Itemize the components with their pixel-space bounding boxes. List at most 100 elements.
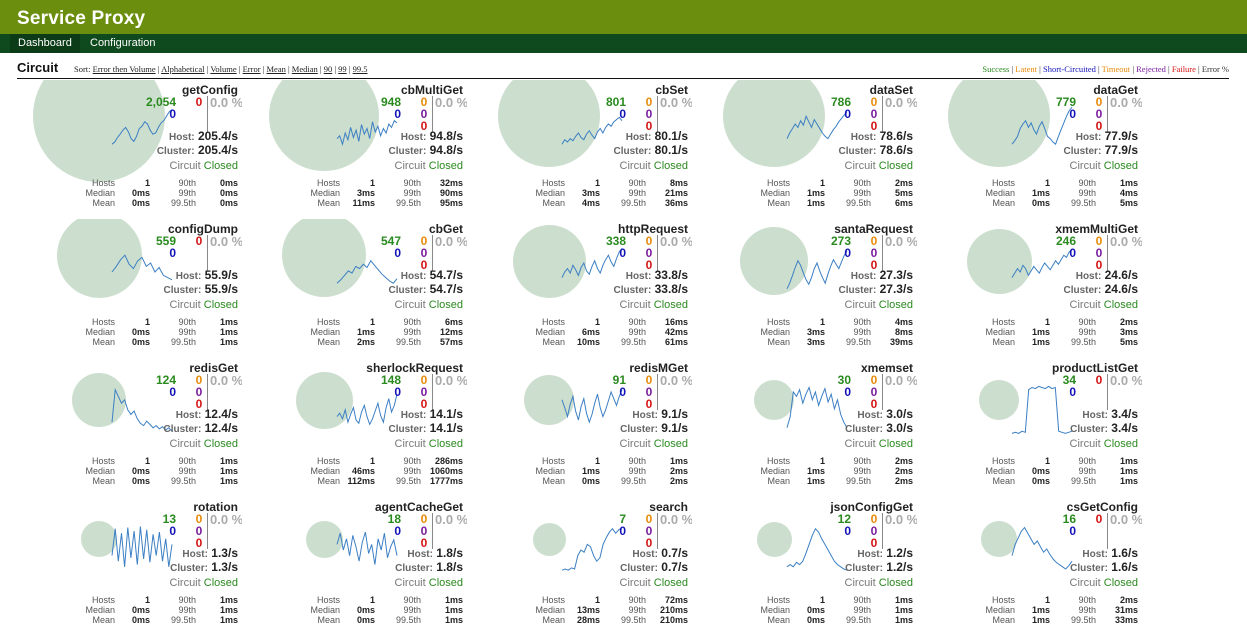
circuit-name[interactable]: configDump xyxy=(168,222,238,236)
circuit-name[interactable]: cbSet xyxy=(655,83,688,97)
sparkline xyxy=(336,259,398,284)
circuit-state: Closed xyxy=(428,299,463,311)
latency-row: Hosts 1 90th 6ms xyxy=(242,317,467,327)
stat-value: 1ms xyxy=(806,188,825,198)
circuit-name[interactable]: redisMGet xyxy=(629,361,688,375)
count-divider xyxy=(657,513,658,549)
latency-row: Mean 0ms 99.5th 5ms xyxy=(917,198,1142,208)
host-rate-label: Host: xyxy=(625,271,652,282)
host-rate-label: Host: xyxy=(169,132,195,143)
cluster-rate-label: Cluster: xyxy=(613,285,652,296)
rejected-count: 0 xyxy=(1095,107,1103,121)
percentile-label: 90th xyxy=(853,456,871,466)
sort-option[interactable]: Volume xyxy=(210,64,237,74)
host-rate: 205.4/s xyxy=(197,129,238,143)
circuit-name[interactable]: getConfig xyxy=(182,83,238,97)
cluster-rate-row: Cluster: 12.4/s xyxy=(163,421,238,435)
sort-option[interactable]: Mean xyxy=(266,64,286,74)
host-rate-row: Host: 9.1/s xyxy=(632,407,688,421)
circuit-name[interactable]: rotation xyxy=(193,500,238,514)
latency-row: Median 0ms 99th 1ms xyxy=(17,466,242,476)
stat-label: Mean xyxy=(992,198,1015,208)
sort-option[interactable]: 99 xyxy=(338,64,347,74)
error-percentage: 0.0 % xyxy=(660,512,692,527)
percentile-value: 16ms xyxy=(664,317,688,327)
percentile-value: 1ms xyxy=(219,466,238,476)
sort-option[interactable]: Alphabetical xyxy=(161,64,205,74)
stat-label: Mean xyxy=(542,615,565,625)
circuit-name[interactable]: csGetConfig xyxy=(1066,500,1138,514)
circuit-name[interactable]: jsonConfigGet xyxy=(830,500,913,514)
cluster-rate-row: Cluster: 94.8/s xyxy=(388,143,463,157)
stat-value: 1ms xyxy=(356,327,375,337)
stat-value: 0ms xyxy=(131,337,150,347)
circuit-name[interactable]: cbGet xyxy=(428,222,463,236)
failure-count: 0 xyxy=(645,536,653,550)
percentile-value: 2ms xyxy=(894,178,913,188)
error-count: 0 xyxy=(195,234,203,248)
sort-option[interactable]: Median xyxy=(291,64,318,74)
latency-row: Hosts 1 90th 1ms xyxy=(17,456,242,466)
sparkline-path xyxy=(111,254,173,281)
stat-value: 0ms xyxy=(806,605,825,615)
short-circuit-count: 0 xyxy=(844,246,851,260)
circuit-state: Closed xyxy=(1103,438,1138,450)
stat-value: 46ms xyxy=(351,466,375,476)
stat-label: Median xyxy=(535,466,565,476)
legend-item: Error % xyxy=(1201,64,1229,74)
stat-value: 3ms xyxy=(581,188,600,198)
sort-option[interactable]: Error xyxy=(242,64,261,74)
cluster-rate-row: Cluster: 1.6/s xyxy=(1070,560,1138,574)
sort-separator: | xyxy=(260,64,267,74)
latency-row: Hosts 1 90th 1ms xyxy=(17,317,242,327)
circuit-name[interactable]: agentCacheGet xyxy=(374,500,463,514)
cluster-rate: 9.1/s xyxy=(661,421,688,435)
circuit-card: redisGet 124 0 0 0 0 0.0 % Host: 12.4/s Cluster:… xyxy=(17,358,242,497)
stat-value: 0ms xyxy=(1031,198,1050,208)
circuit-name[interactable]: xmemMultiGet xyxy=(1055,222,1138,236)
short-circuit-count: 0 xyxy=(169,107,176,121)
circuit-name[interactable]: dataSet xyxy=(869,83,913,97)
percentile-label: 90th xyxy=(853,317,871,327)
latency-row: Mean 0ms 99.5th 1ms xyxy=(692,615,917,625)
percentile-label: 99.5th xyxy=(395,337,421,347)
host-rate-row: Host: 33.8/s xyxy=(626,268,688,282)
circuit-name[interactable]: productListGet xyxy=(1052,361,1138,375)
circuit-status: Circuit Closed xyxy=(1070,577,1138,589)
stat-label: Median xyxy=(760,466,790,476)
latency-row: Median 1ms 99th 2ms xyxy=(692,466,917,476)
count-divider xyxy=(432,96,433,132)
tab-dashboard[interactable]: Dashboard xyxy=(10,34,80,53)
latency-row: Hosts 1 90th 0ms xyxy=(17,178,242,188)
circuit-name[interactable]: httpRequest xyxy=(618,222,688,236)
latency-row: Mean 1ms 99.5th 6ms xyxy=(692,198,917,208)
circuit-name[interactable]: xmemset xyxy=(860,361,913,375)
success-count: 91 xyxy=(612,373,626,387)
circuit-status: Circuit Closed xyxy=(395,299,463,311)
stat-label: Hosts xyxy=(991,595,1015,605)
circuit-label: Circuit xyxy=(844,577,876,589)
host-rate: 12.4/s xyxy=(204,407,238,421)
sort-option[interactable]: Error then Volume xyxy=(92,64,156,74)
circuit-card: agentCacheGet 18 0 0 0 0 0.0 % Host: 1.8/s Clust… xyxy=(242,497,467,636)
sort-option[interactable]: 90 xyxy=(323,64,333,74)
latency-table: Hosts 1 90th 1ms Median 1ms 99th 4ms Mean 0ms 99.5… xyxy=(917,178,1142,208)
tab-configuration[interactable]: Configuration xyxy=(90,37,156,49)
failure-count: 0 xyxy=(645,258,653,272)
stat-value: 1 xyxy=(369,456,375,466)
percentile-value: 1ms xyxy=(219,595,238,605)
percentile-value: 286ms xyxy=(434,456,463,466)
sort-option[interactable]: 99.5 xyxy=(352,64,368,74)
circuit-name[interactable]: search xyxy=(649,500,688,514)
circuit-name[interactable]: sherlockRequest xyxy=(366,361,463,375)
host-rate-row: Host: 1.3/s xyxy=(182,546,238,560)
circuit-name[interactable]: santaRequest xyxy=(834,222,913,236)
stat-value: 1 xyxy=(144,178,150,188)
circuit-name[interactable]: dataGet xyxy=(1093,83,1138,97)
stat-label: Median xyxy=(985,605,1015,615)
latency-row: Mean 11ms 99.5th 95ms xyxy=(242,198,467,208)
circuit-name[interactable]: cbMultiGet xyxy=(401,83,463,97)
circuit-name[interactable]: redisGet xyxy=(189,361,238,375)
timeout-count: 0 xyxy=(1095,95,1103,109)
stat-value: 2ms xyxy=(356,337,375,347)
